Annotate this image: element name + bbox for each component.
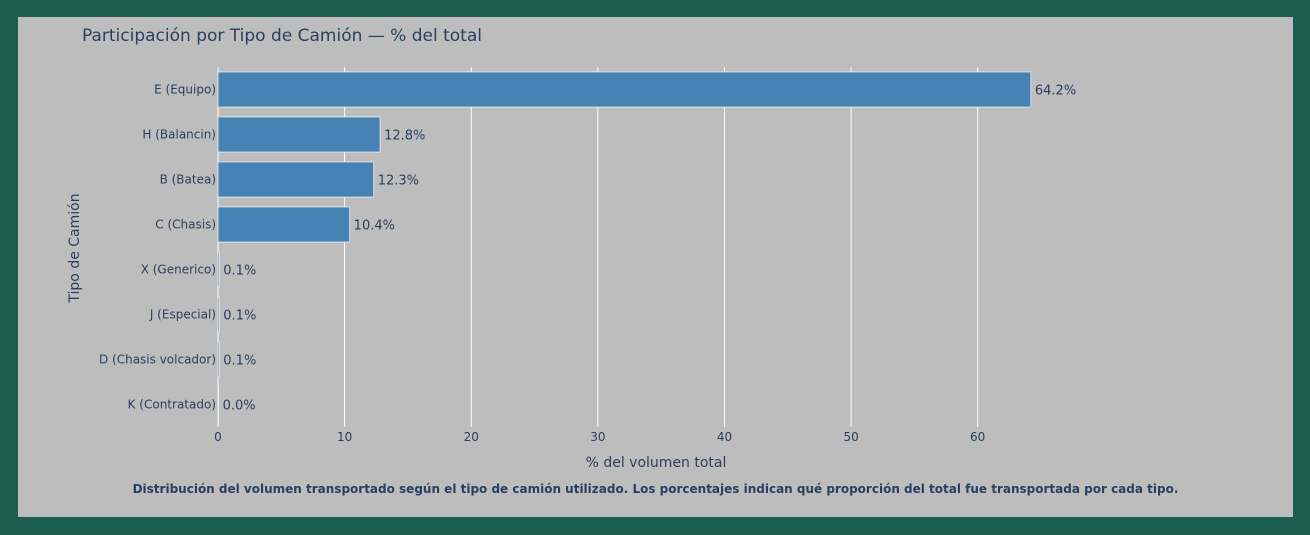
bar bbox=[217, 386, 220, 423]
value-label: 12.3% bbox=[378, 174, 419, 189]
x-tick-label: 30 bbox=[590, 430, 605, 444]
value-label: 64.2% bbox=[1035, 84, 1076, 99]
value-label: 0.1% bbox=[223, 354, 256, 369]
category-label: J (Especial) bbox=[149, 308, 216, 322]
x-tick-label: 20 bbox=[464, 430, 479, 444]
x-tick-label: 60 bbox=[970, 430, 985, 444]
category-label: C (Chasis) bbox=[155, 218, 216, 232]
value-label: 0.1% bbox=[223, 264, 256, 279]
value-label: 12.8% bbox=[384, 129, 425, 144]
bar bbox=[217, 296, 220, 333]
x-tick-label: 10 bbox=[337, 430, 352, 444]
x-axis-title: % del volumen total bbox=[586, 455, 727, 471]
bar bbox=[217, 206, 351, 243]
chart-title: Participación por Tipo de Camión — % del… bbox=[82, 26, 482, 46]
labels: 0 10 20 30 40 50 60 E (Equipo) 64.2% H (Balancin)… bbox=[99, 83, 1076, 445]
value-label: 10.4% bbox=[354, 219, 395, 234]
x-tick-label: 40 bbox=[717, 430, 732, 444]
x-tick-label: 0 bbox=[214, 430, 222, 444]
category-label: K (Contratado) bbox=[128, 398, 216, 412]
value-label: 0.1% bbox=[223, 309, 256, 324]
bars bbox=[217, 71, 1032, 423]
bar bbox=[217, 71, 1032, 108]
bar bbox=[217, 116, 381, 153]
bar bbox=[217, 251, 220, 288]
chart-caption: Distribución del volumen transportado se… bbox=[132, 482, 1179, 496]
category-label: X (Generico) bbox=[141, 263, 216, 277]
value-label: 0.0% bbox=[223, 399, 256, 414]
category-label: D (Chasis volcador) bbox=[99, 353, 216, 367]
category-label: E (Equipo) bbox=[154, 83, 216, 97]
category-label: B (Batea) bbox=[160, 173, 216, 187]
x-tick-label: 50 bbox=[843, 430, 858, 444]
y-axis-title: Tipo de Camión bbox=[67, 193, 83, 303]
bar bbox=[217, 341, 220, 378]
category-label: H (Balancin) bbox=[142, 128, 216, 142]
bar bbox=[217, 161, 375, 198]
